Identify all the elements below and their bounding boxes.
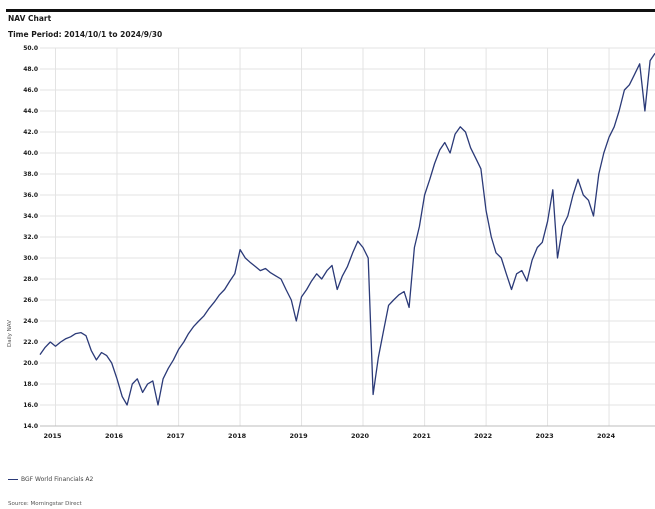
y-tick-label: 30.0 [23, 255, 38, 262]
legend: BGF World Financials A2 [8, 476, 93, 483]
y-tick-label: 38.0 [23, 171, 38, 178]
y-tick-label: 22.0 [23, 339, 38, 346]
y-tick-label: 24.0 [23, 318, 38, 325]
x-tick-label: 2018 [228, 432, 247, 440]
y-tick-label: 42.0 [23, 129, 38, 136]
y-tick-label: 40.0 [23, 150, 38, 157]
source-note: Source: Morningstar Direct [8, 501, 82, 507]
chart-subtitle: Time Period: 2014/10/1 to 2024/9/30 [8, 30, 163, 39]
x-tick-label: 2015 [43, 432, 62, 440]
y-tick-label: 34.0 [23, 213, 38, 220]
x-tick-label: 2021 [413, 432, 432, 440]
x-tick-label: 2022 [474, 432, 492, 440]
y-tick-label: 46.0 [23, 87, 38, 94]
x-tick-label: 2017 [167, 432, 185, 440]
y-tick-label: 48.0 [23, 66, 38, 73]
y-tick-label: 16.0 [23, 402, 38, 409]
x-tick-label: 2020 [351, 432, 370, 440]
gridlines [40, 47, 655, 427]
x-tick-label: 2023 [536, 432, 554, 440]
legend-swatch [8, 478, 18, 481]
y-tick-label: 18.0 [23, 381, 38, 388]
x-tick-label: 2016 [105, 432, 124, 440]
chart-title: NAV Chart [8, 14, 52, 23]
y-tick-label: 44.0 [23, 108, 38, 115]
legend-label: BGF World Financials A2 [21, 476, 94, 483]
y-tick-label: 50.0 [23, 45, 38, 52]
series-line [39, 52, 655, 406]
y-axis-ticks: 14.0 16.0 18.0 20.0 22.0 24.0 26.0 28.0 30.0 32.0… [23, 45, 38, 430]
title-rule [6, 9, 655, 12]
x-tick-label: 2019 [290, 432, 309, 440]
y-tick-label: 36.0 [23, 192, 38, 199]
y-tick-label: 28.0 [23, 276, 38, 283]
y-axis-label: Daily NAV [7, 320, 13, 347]
y-tick-label: 26.0 [23, 297, 38, 304]
x-tick-label: 2024 [597, 432, 616, 440]
x-axis-ticks: 2015 2016 2017 2018 2019 2020 2021 2022 2023 2024 [43, 432, 615, 440]
y-tick-label: 20.0 [23, 360, 38, 367]
y-tick-label: 32.0 [23, 234, 38, 241]
series-layer [39, 52, 655, 406]
y-tick-label: 14.0 [23, 423, 38, 430]
